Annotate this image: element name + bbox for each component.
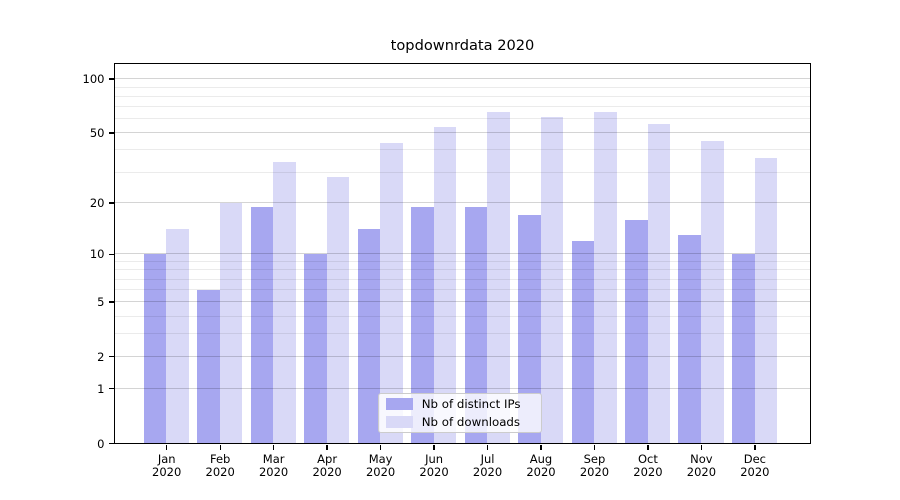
x-tick-label-sep: Sep 2020 — [579, 451, 610, 479]
legend-swatch-downloads — [385, 415, 413, 428]
x-tick-dec — [754, 444, 756, 450]
x-tick-oct — [647, 444, 649, 450]
y-tick-0 — [108, 442, 114, 445]
y-tick-label-20: 20 — [89, 196, 105, 211]
gridline-30 — [114, 171, 810, 173]
bar-downloads-oct — [647, 123, 671, 444]
gridline-4 — [114, 315, 810, 317]
x-tick-sep — [593, 444, 596, 450]
chart-title: topdownrdata 2020 — [390, 37, 535, 54]
y-tick-2 — [108, 356, 114, 358]
bar-downloads-jun — [433, 126, 457, 444]
y-tick-20 — [108, 202, 114, 204]
legend: Nb of distinct IPs Nb of downloads — [377, 392, 542, 433]
y-tick-label-50: 50 — [89, 126, 105, 141]
gridline-7 — [114, 278, 810, 280]
x-tick-jun — [433, 444, 435, 450]
x-tick-jan — [166, 444, 168, 450]
bar-ips-aug — [518, 214, 541, 444]
x-tick-aug — [540, 444, 542, 450]
y-tick-5 — [108, 301, 114, 303]
y-tick-100 — [108, 78, 114, 80]
bar-downloads-aug — [540, 117, 564, 444]
x-tick-apr — [326, 444, 328, 450]
x-tick-mar — [272, 444, 275, 450]
x-tick-label-jan: Jan 2020 — [152, 451, 182, 479]
gridline-9 — [114, 260, 810, 262]
bar-ips-dec — [731, 253, 755, 444]
x-tick-label-nov: Nov 2020 — [686, 451, 717, 479]
x-tick-label-feb: Feb 2020 — [205, 451, 235, 479]
y-tick-50 — [108, 132, 114, 134]
y-tick-label-2: 2 — [97, 349, 105, 364]
y-tick-label-100: 100 — [82, 72, 105, 87]
bar-downloads-jan — [166, 229, 189, 444]
x-tick-may — [379, 444, 382, 450]
bar-ips-may — [357, 229, 381, 444]
bar-downloads-feb — [219, 202, 243, 444]
gridline-8 — [114, 269, 810, 271]
grid-layer — [114, 64, 810, 444]
x-tick-jul — [486, 444, 489, 450]
y-tick-10 — [108, 253, 114, 255]
x-tick-label-dec: Dec 2020 — [740, 451, 770, 479]
legend-label-downloads: Nb of downloads — [421, 414, 521, 429]
bar-downloads-mar — [273, 162, 296, 444]
gridline-3 — [114, 333, 810, 335]
legend-item-downloads: Nb of downloads — [385, 414, 533, 429]
plot-area: Nb of distinct IPs Nb of downloads — [113, 62, 811, 445]
x-tick-label-jul: Jul 2020 — [472, 451, 503, 479]
gridline-6 — [114, 289, 810, 291]
y-tick-label-1: 1 — [97, 381, 105, 396]
bar-downloads-may — [380, 142, 403, 444]
legend-item-distinct-ips: Nb of distinct IPs — [385, 396, 533, 411]
legend-swatch-distinct-ips — [385, 397, 413, 410]
y-tick-1 — [108, 388, 114, 390]
x-tick-label-may: May 2020 — [365, 451, 396, 479]
gridline-50 — [114, 132, 810, 134]
x-tick-label-jun: Jun 2020 — [419, 451, 449, 479]
gridline-1 — [114, 387, 810, 389]
bar-ips-mar — [250, 206, 274, 444]
bar-ips-jul — [464, 206, 488, 444]
bar-ips-oct — [625, 219, 648, 444]
bar-downloads-sep — [594, 112, 617, 444]
gridline-60 — [114, 118, 810, 120]
bar-ips-feb — [197, 289, 220, 444]
x-tick-nov — [700, 444, 703, 450]
bar-ips-jan — [143, 253, 167, 444]
y-tick-label-5: 5 — [97, 295, 105, 310]
x-tick-label-mar: Mar 2020 — [258, 451, 289, 479]
gridline-100 — [114, 78, 810, 80]
gridline-5 — [114, 301, 810, 303]
x-tick-label-aug: Aug 2020 — [526, 451, 556, 479]
y-tick-label-10: 10 — [89, 247, 105, 262]
gridline-80 — [114, 95, 810, 97]
bars-layer — [115, 64, 810, 444]
bar-downloads-jul — [487, 112, 510, 444]
gridline-10 — [114, 253, 810, 255]
gridline-40 — [114, 149, 810, 151]
legend-label-distinct-ips: Nb of distinct IPs — [421, 396, 521, 411]
bar-downloads-nov — [701, 140, 724, 444]
x-tick-feb — [219, 444, 221, 450]
bar-ips-jun — [411, 206, 434, 444]
y-tick-label-0: 0 — [97, 436, 105, 451]
bar-ips-sep — [571, 240, 595, 444]
x-tick-label-apr: Apr 2020 — [312, 451, 342, 479]
gridline-90 — [114, 86, 810, 88]
gridline-70 — [114, 106, 810, 108]
x-tick-label-oct: Oct 2020 — [633, 451, 663, 479]
bar-ips-apr — [304, 253, 327, 444]
gridline-20 — [114, 202, 810, 204]
bar-downloads-dec — [754, 158, 778, 444]
gridline-2 — [114, 355, 810, 357]
bar-downloads-apr — [326, 177, 350, 444]
bar-ips-nov — [678, 234, 702, 444]
